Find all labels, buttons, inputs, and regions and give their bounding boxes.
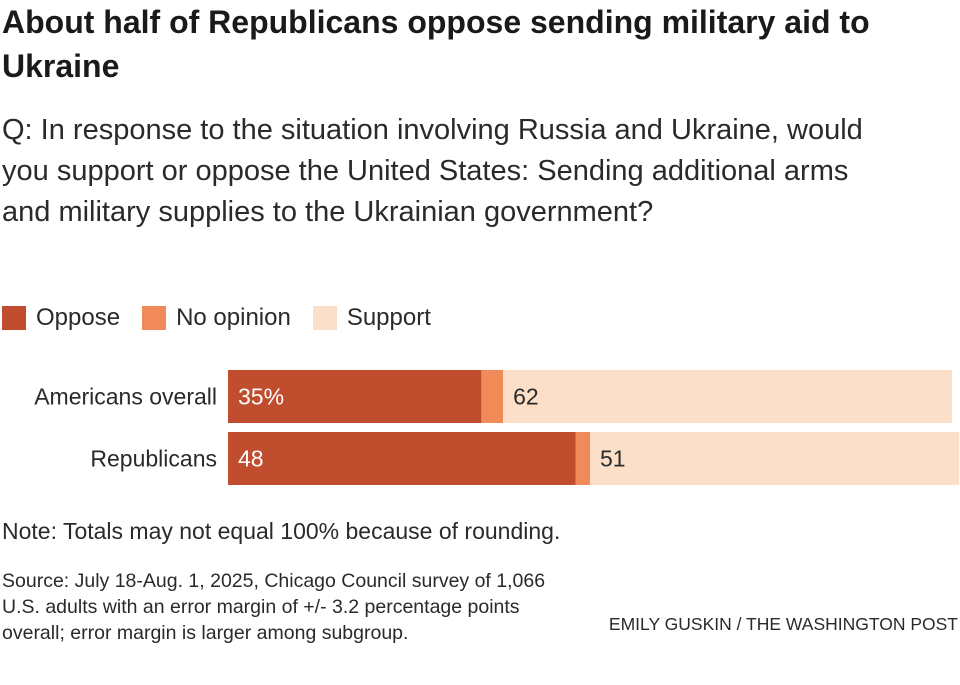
chart-title: About half of Republicans oppose sending… xyxy=(2,4,870,84)
question-text: Q: In response to the situation involvin… xyxy=(2,114,863,228)
data-label-support-republicans: 51 xyxy=(600,446,626,472)
legend: Oppose No opinion Support xyxy=(2,300,453,336)
legend-item-oppose: Oppose xyxy=(2,304,120,332)
bar-no-opinion-republicans xyxy=(575,432,590,485)
bar-oppose-republicans xyxy=(228,432,576,485)
legend-label-oppose: Oppose xyxy=(36,304,121,331)
bar-oppose-americans-overall xyxy=(228,370,482,423)
source-note: Source: July 18-Aug. 1, 2025, Chicago Co… xyxy=(2,570,546,644)
data-label-oppose-republicans: 48 xyxy=(238,446,264,472)
legend-swatch-no-opinion xyxy=(142,306,167,330)
data-label-support-americans-overall: 62 xyxy=(513,384,539,410)
legend-swatch-support xyxy=(312,306,337,330)
note: Note: Totals may not equal 100% because … xyxy=(2,518,561,544)
data-label-oppose-americans-overall: 35% xyxy=(238,384,284,410)
bar-no-opinion-americans-overall xyxy=(481,370,504,423)
bar-support-republicans xyxy=(590,432,960,485)
bar-support-americans-overall xyxy=(503,370,952,423)
legend-label-support: Support xyxy=(346,304,431,331)
credit-line: EMILY GUSKIN / THE WASHINGTON POST xyxy=(608,614,958,634)
legend-label-no-opinion: No opinion xyxy=(176,304,291,331)
legend-swatch-oppose xyxy=(2,306,26,330)
stacked-bar-chart: Americans overall 35% 62 Republicans 48 51 xyxy=(34,370,960,485)
legend-item-no-opinion: No opinion xyxy=(142,304,291,332)
category-label-republicans: Republicans xyxy=(90,446,217,472)
legend-item-support: Support xyxy=(312,304,431,332)
category-label-americans-overall: Americans overall xyxy=(34,384,217,410)
